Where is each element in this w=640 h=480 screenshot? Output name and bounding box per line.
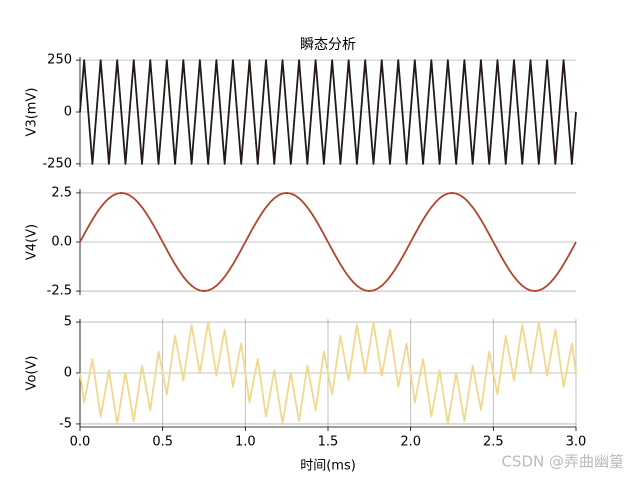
y-tick-label: -250 [42,156,72,171]
line-series [79,59,577,165]
y-axis-label: V3(mV) [25,88,40,137]
y-axis-label: V4(V) [25,224,40,260]
y-axis-label: Vo(V) [25,356,40,391]
y-tick-label: 5 [64,315,72,330]
y-tick-label: 250 [47,53,72,68]
x-axis-label: 时间(ms) [300,459,356,474]
x-tick-label: 3.0 [566,435,587,450]
x-tick-label: 2.5 [483,435,504,450]
watermark: CSDN @弄曲幽篁 [501,453,624,471]
x-tick-label: 0.0 [70,435,91,450]
chart-title: 瞬态分析 [300,37,356,53]
x-tick-label: 2.0 [400,435,421,450]
x-tick-label: 1.5 [318,435,339,450]
line-series [79,321,577,425]
x-tick-label: 1.0 [235,435,256,450]
y-tick-label: 0 [64,366,72,381]
y-tick-label: -2.5 [47,284,72,299]
y-tick-label: 2.5 [51,185,72,200]
y-tick-label: 0.0 [51,235,72,250]
y-tick-label: -5 [59,416,72,431]
line-series [79,192,577,292]
x-tick-label: 0.5 [152,435,173,450]
y-tick-label: 0 [64,105,72,120]
